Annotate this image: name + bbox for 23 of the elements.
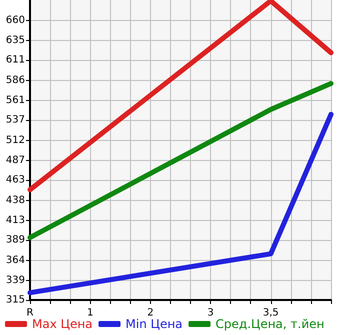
- y-tick-label: 512: [6, 134, 25, 146]
- y-tick-label: 389: [6, 234, 25, 246]
- y-tick-label: 463: [6, 174, 25, 186]
- x-tick-label: 3: [207, 308, 214, 318]
- y-tick-label: 315: [6, 294, 25, 306]
- legend-label: Min Цена: [126, 317, 183, 331]
- y-tick-label: 364: [6, 254, 25, 266]
- y-tick-label: 611: [6, 54, 25, 66]
- y-tick-label: 413: [6, 215, 25, 226]
- y-tick-label: 339: [6, 275, 25, 286]
- y-tick-label: 438: [6, 194, 25, 206]
- x-tick-label: 2: [147, 308, 154, 318]
- y-tick-label: 561: [6, 95, 25, 106]
- x-tick-label: 1: [87, 308, 94, 318]
- y-tick-label: 586: [6, 74, 25, 86]
- legend-label: Сред.Цена, т.йен: [216, 317, 324, 331]
- y-tick-label: 537: [6, 114, 25, 126]
- y-tick-label: 660: [6, 14, 25, 26]
- x-tick-label: R: [26, 308, 34, 318]
- y-tick-label: 635: [6, 35, 25, 46]
- legend-label: Max Цена: [32, 317, 93, 331]
- y-tick-label: 487: [6, 155, 25, 166]
- x-tick-label: 3,5: [262, 308, 279, 318]
